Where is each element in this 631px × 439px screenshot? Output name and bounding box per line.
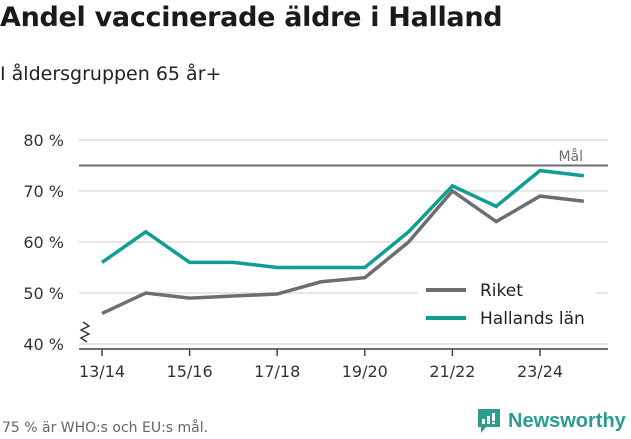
x-tick-label: 19/20 bbox=[342, 362, 388, 381]
series-line-0 bbox=[101, 188, 585, 315]
x-tick-label: 15/16 bbox=[167, 362, 213, 381]
legend-label: Hallands län bbox=[480, 309, 585, 329]
y-tick-label: 60 % bbox=[23, 233, 64, 252]
series-lines bbox=[100, 168, 585, 315]
y-tick-label: 50 % bbox=[23, 284, 64, 303]
chart-title: Andel vaccinerade äldre i Halland bbox=[0, 2, 503, 33]
x-tick-label: 21/22 bbox=[429, 362, 475, 381]
target-label: Mål bbox=[558, 148, 583, 165]
series-line-1 bbox=[100, 168, 585, 270]
legend: Riket Hallands län bbox=[426, 281, 585, 329]
x-axis-labels: 13/14 15/16 17/18 19/20 21/22 23/24 bbox=[79, 349, 563, 381]
y-axis-labels: 40 % 50 % 60 % 70 % 80 % bbox=[23, 131, 64, 354]
brand-logo[interactable]: Newsworthy bbox=[476, 407, 626, 435]
brand-name: Newsworthy bbox=[508, 409, 626, 432]
y-tick-label: 70 % bbox=[23, 182, 64, 201]
line-chart: 40 % 50 % 60 % 70 % 80 % Mål 13/14 15/16 17/18… bbox=[23, 131, 608, 381]
y-tick-label: 80 % bbox=[23, 131, 64, 150]
x-tick-label: 23/24 bbox=[517, 362, 563, 381]
newsworthy-logo-icon bbox=[478, 409, 500, 433]
y-tick-label: 40 % bbox=[23, 335, 64, 354]
x-tick-label: 17/18 bbox=[254, 362, 300, 381]
footnote: 75 % är WHO:s och EU:s mål. bbox=[2, 420, 209, 436]
chart-subtitle: I åldersgruppen 65 år+ bbox=[0, 63, 222, 85]
x-tick-label: 13/14 bbox=[79, 362, 125, 381]
legend-label: Riket bbox=[480, 281, 523, 301]
axis-break-icon bbox=[79, 321, 91, 343]
